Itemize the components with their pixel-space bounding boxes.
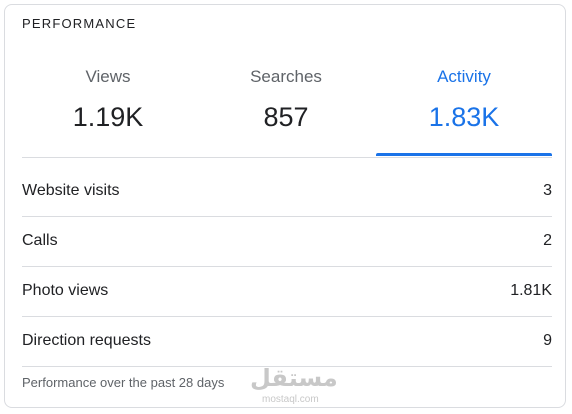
tab[interactable]: Activity 1.83K bbox=[376, 0, 552, 157]
metric-value: 2 bbox=[543, 232, 552, 249]
divider bbox=[22, 316, 552, 317]
performance-card bbox=[4, 4, 566, 408]
tab-label: Views bbox=[85, 67, 131, 86]
divider bbox=[22, 157, 552, 158]
watermark-logo: مستقل bbox=[250, 364, 338, 392]
footer-note: Performance over the past 28 days bbox=[22, 375, 225, 390]
metric-label: Photo views bbox=[22, 282, 109, 299]
tab-label: Searches bbox=[250, 67, 322, 86]
divider bbox=[22, 266, 552, 267]
metric-label: Website visits bbox=[22, 182, 120, 199]
metric-value: 1.81K bbox=[510, 282, 552, 299]
metric-value: 9 bbox=[543, 332, 552, 349]
tab-label: Activity bbox=[437, 67, 491, 86]
card-title: PERFORMANCE bbox=[22, 16, 137, 31]
tab-value: 1.83K bbox=[428, 102, 500, 132]
tab-value: 1.19K bbox=[72, 102, 144, 132]
active-tab-indicator bbox=[376, 153, 552, 156]
metric-label: Calls bbox=[22, 232, 58, 249]
divider bbox=[22, 216, 552, 217]
divider bbox=[22, 366, 552, 367]
metric-label: Direction requests bbox=[22, 332, 151, 349]
watermark-site: mostaql.com bbox=[262, 394, 319, 405]
tab[interactable]: Views 1.19K bbox=[20, 0, 196, 157]
tab-value: 857 bbox=[263, 102, 309, 132]
tab[interactable]: Searches 857 bbox=[198, 0, 374, 157]
metric-value: 3 bbox=[543, 182, 552, 199]
